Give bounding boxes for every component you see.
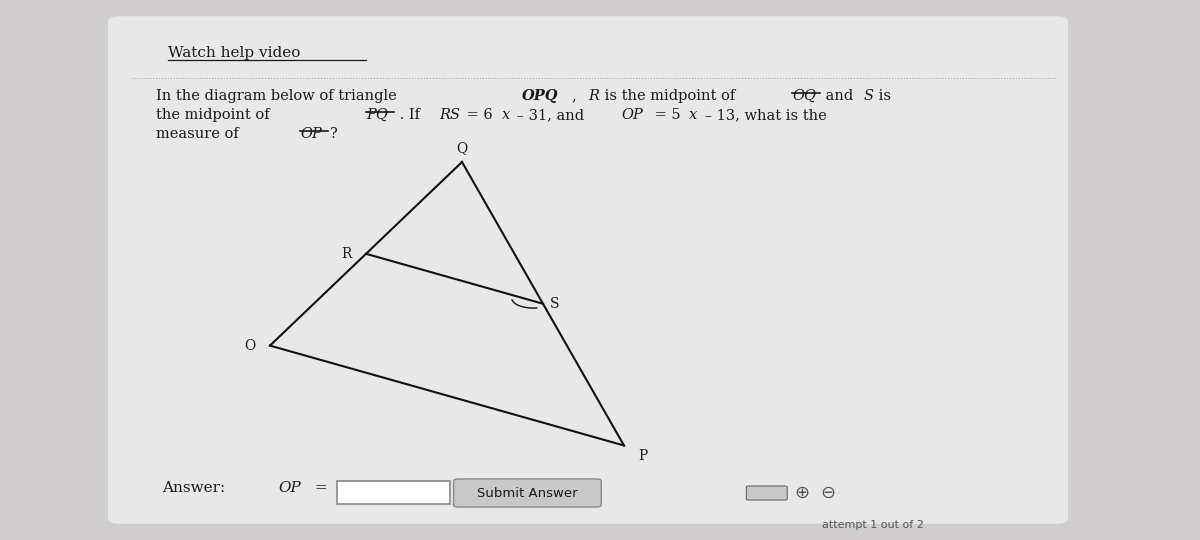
Text: PQ: PQ: [366, 108, 388, 122]
FancyBboxPatch shape: [337, 481, 450, 504]
FancyBboxPatch shape: [454, 479, 601, 507]
Text: = 5: = 5: [650, 108, 682, 122]
Text: Submit Answer: Submit Answer: [478, 487, 577, 500]
Text: attempt 1 out of 2: attempt 1 out of 2: [822, 520, 924, 530]
Text: Watch help video: Watch help video: [168, 46, 300, 60]
Text: – 13, what is the: – 13, what is the: [700, 108, 827, 122]
Text: . If: . If: [395, 108, 425, 122]
Text: S: S: [864, 89, 874, 103]
Text: and: and: [821, 89, 858, 103]
Text: – 31, and: – 31, and: [512, 108, 589, 122]
Text: is: is: [874, 89, 890, 103]
Text: Q: Q: [456, 141, 468, 156]
Text: In the diagram below of triangle: In the diagram below of triangle: [156, 89, 401, 103]
Text: OP: OP: [300, 127, 322, 141]
Text: ,: ,: [572, 89, 582, 103]
Text: ⊖: ⊖: [821, 483, 835, 502]
Text: OPQ: OPQ: [522, 89, 558, 103]
Text: O: O: [245, 339, 256, 353]
Text: OQ: OQ: [792, 89, 816, 103]
Text: R: R: [588, 89, 599, 103]
FancyBboxPatch shape: [746, 486, 787, 500]
Text: is the midpoint of: is the midpoint of: [600, 89, 740, 103]
Text: ?: ?: [329, 127, 336, 141]
Text: x: x: [502, 108, 510, 122]
Text: R: R: [341, 247, 352, 261]
Text: measure of: measure of: [156, 127, 244, 141]
Text: RS: RS: [439, 108, 461, 122]
Text: the midpoint of: the midpoint of: [156, 108, 275, 122]
Text: =: =: [310, 482, 328, 496]
Text: x: x: [689, 108, 697, 122]
Text: OP: OP: [622, 108, 643, 122]
Text: S: S: [551, 297, 559, 310]
Text: ⊕: ⊕: [794, 483, 809, 502]
FancyBboxPatch shape: [108, 16, 1068, 524]
Text: Answer:: Answer:: [162, 482, 230, 496]
Text: P: P: [638, 449, 648, 463]
Text: = 6: = 6: [462, 108, 493, 122]
Text: OP: OP: [278, 482, 301, 496]
